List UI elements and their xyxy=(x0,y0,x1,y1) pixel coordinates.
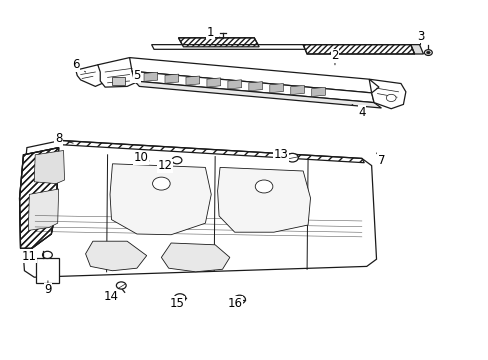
Polygon shape xyxy=(20,140,376,277)
Text: 16: 16 xyxy=(227,297,242,310)
Polygon shape xyxy=(206,78,220,87)
Text: 9: 9 xyxy=(44,281,52,296)
Text: 8: 8 xyxy=(55,132,73,145)
Polygon shape xyxy=(132,71,373,103)
Circle shape xyxy=(286,153,298,162)
Polygon shape xyxy=(28,189,59,230)
Text: 12: 12 xyxy=(158,159,173,172)
Text: 5: 5 xyxy=(133,69,141,83)
Polygon shape xyxy=(85,241,146,271)
Circle shape xyxy=(152,177,170,190)
Polygon shape xyxy=(410,45,423,54)
Text: 10: 10 xyxy=(133,151,149,164)
Circle shape xyxy=(386,94,395,102)
Text: 1: 1 xyxy=(206,26,220,39)
Text: 3: 3 xyxy=(416,30,424,45)
Text: 6: 6 xyxy=(72,58,85,72)
Circle shape xyxy=(424,50,431,55)
Polygon shape xyxy=(164,74,178,83)
Polygon shape xyxy=(20,148,59,248)
Polygon shape xyxy=(178,38,259,47)
Polygon shape xyxy=(144,72,158,81)
Polygon shape xyxy=(368,79,405,109)
Polygon shape xyxy=(134,81,381,108)
Text: 13: 13 xyxy=(273,148,288,161)
Polygon shape xyxy=(110,164,211,235)
Circle shape xyxy=(116,282,126,289)
Polygon shape xyxy=(185,76,199,85)
Text: 15: 15 xyxy=(169,297,184,310)
Bar xyxy=(36,258,59,283)
Polygon shape xyxy=(303,45,414,54)
Polygon shape xyxy=(161,243,229,272)
Polygon shape xyxy=(217,167,310,232)
Text: 11: 11 xyxy=(22,250,43,263)
Polygon shape xyxy=(98,58,139,87)
Polygon shape xyxy=(129,58,371,93)
Circle shape xyxy=(233,295,245,304)
Polygon shape xyxy=(311,87,325,96)
Polygon shape xyxy=(290,85,304,95)
Text: 14: 14 xyxy=(104,291,119,303)
Polygon shape xyxy=(248,82,262,91)
Polygon shape xyxy=(269,84,283,93)
Text: 7: 7 xyxy=(376,153,385,167)
Bar xyxy=(112,77,124,85)
Polygon shape xyxy=(151,45,305,49)
Circle shape xyxy=(172,157,182,164)
Circle shape xyxy=(255,180,272,193)
Polygon shape xyxy=(76,65,107,86)
Circle shape xyxy=(174,294,185,302)
Text: 4: 4 xyxy=(351,104,365,119)
Polygon shape xyxy=(34,150,64,184)
Circle shape xyxy=(42,251,52,258)
Text: 2: 2 xyxy=(330,49,338,65)
Circle shape xyxy=(426,51,429,54)
Polygon shape xyxy=(227,80,241,89)
